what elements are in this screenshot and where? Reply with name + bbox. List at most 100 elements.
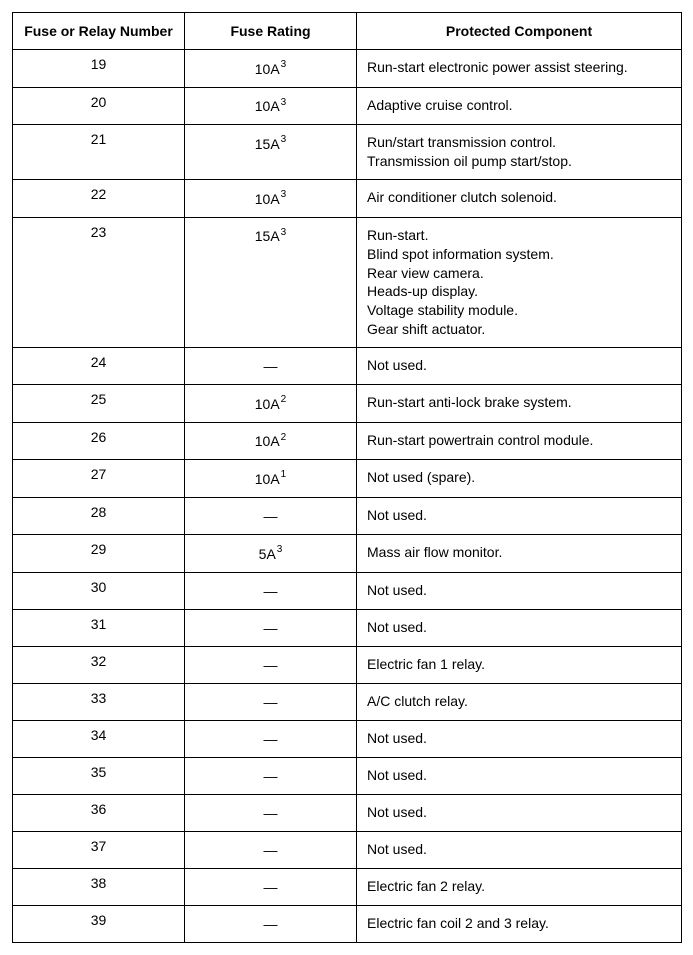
table-row: 2115A3Run/start transmission control.Tra… (13, 125, 682, 180)
rating-value: — (264, 508, 278, 524)
rating-value: — (264, 842, 278, 858)
component-line: Electric fan 1 relay. (367, 655, 671, 674)
table-row: 35—Not used. (13, 757, 682, 794)
rating-value: 15A (255, 136, 280, 152)
component-line: Mass air flow monitor. (367, 543, 671, 562)
cell-protected-component: Adaptive cruise control. (357, 87, 682, 125)
rating-value: 10A (255, 396, 280, 412)
component-line: Not used. (367, 803, 671, 822)
column-header-component: Protected Component (357, 13, 682, 50)
cell-protected-component: Run/start transmission control.Transmiss… (357, 125, 682, 180)
cell-protected-component: Air conditioner clutch solenoid. (357, 180, 682, 218)
rating-value: — (264, 620, 278, 636)
rating-value: — (264, 916, 278, 932)
cell-fuse-rating: — (185, 831, 357, 868)
component-line: Air conditioner clutch solenoid. (367, 188, 671, 207)
column-header-rating: Fuse Rating (185, 13, 357, 50)
cell-fuse-rating: 10A2 (185, 385, 357, 423)
cell-fuse-number: 37 (13, 831, 185, 868)
cell-protected-component: Not used. (357, 757, 682, 794)
cell-fuse-number: 28 (13, 498, 185, 535)
rating-superscript: 3 (281, 59, 287, 70)
rating-value: — (264, 694, 278, 710)
rating-superscript: 3 (281, 189, 287, 200)
table-row: 22 10A3 Air conditioner clutch solenoid. (13, 180, 682, 218)
component-line: Transmission oil pump start/stop. (367, 152, 671, 171)
cell-protected-component: Run-start powertrain control module. (357, 422, 682, 460)
table-body: 1910A3Run-start electronic power assist … (13, 50, 682, 943)
component-line: Not used. (367, 729, 671, 748)
rating-value: — (264, 805, 278, 821)
rating-value: — (264, 879, 278, 895)
component-line: A/C clutch relay. (367, 692, 671, 711)
table-row: 36 — Not used. (13, 794, 682, 831)
component-line: Gear shift actuator. (367, 320, 671, 339)
cell-fuse-rating: 10A3 (185, 87, 357, 125)
cell-fuse-number: 26 (13, 422, 185, 460)
cell-fuse-rating: — (185, 683, 357, 720)
table-row: 2610A2 Run-start powertrain control modul… (13, 422, 682, 460)
component-line: Not used. (367, 581, 671, 600)
component-line: Not used. (367, 506, 671, 525)
cell-protected-component: Not used. (357, 720, 682, 757)
table-row: 33 — A/C clutch relay. (13, 683, 682, 720)
cell-protected-component: Run-start electronic power assist steeri… (357, 50, 682, 88)
component-line: Not used. (367, 840, 671, 859)
component-line: Not used. (367, 356, 671, 375)
rating-value: 10A (255, 471, 280, 487)
rating-value: 15A (255, 228, 280, 244)
cell-protected-component: Not used. (357, 348, 682, 385)
cell-fuse-number: 30 (13, 572, 185, 609)
table-row: 34—Not used. (13, 720, 682, 757)
component-line: Run/start transmission control. (367, 133, 671, 152)
component-line: Run-start electronic power assist steeri… (367, 58, 671, 77)
rating-value: — (264, 583, 278, 599)
table-row: 2010A3Adaptive cruise control. (13, 87, 682, 125)
component-line: Run-start. (367, 226, 671, 245)
cell-fuse-number: 33 (13, 683, 185, 720)
cell-fuse-rating: 5A3 (185, 535, 357, 573)
cell-fuse-rating: 15A3 (185, 125, 357, 180)
cell-protected-component: Electric fan 1 relay. (357, 646, 682, 683)
component-line: Rear view camera. (367, 264, 671, 283)
cell-fuse-rating: — (185, 609, 357, 646)
cell-fuse-number: 36 (13, 794, 185, 831)
table-row: 295A3Mass air flow monitor. (13, 535, 682, 573)
cell-fuse-number: 27 (13, 460, 185, 498)
table-row: 39—Electric fan coil 2 and 3 relay. (13, 905, 682, 942)
table-row: 32—Electric fan 1 relay. (13, 646, 682, 683)
rating-superscript: 3 (281, 134, 287, 145)
cell-protected-component: Electric fan 2 relay. (357, 868, 682, 905)
component-line: Blind spot information system. (367, 245, 671, 264)
cell-protected-component: Run-start anti-lock brake system. (357, 385, 682, 423)
cell-fuse-number: 39 (13, 905, 185, 942)
cell-fuse-rating: — (185, 572, 357, 609)
cell-protected-component: Not used. (357, 794, 682, 831)
component-line: Not used (spare). (367, 468, 671, 487)
component-line: Run-start powertrain control module. (367, 431, 671, 450)
cell-fuse-rating: 10A2 (185, 422, 357, 460)
cell-fuse-number: 23 (13, 217, 185, 347)
cell-fuse-number: 20 (13, 87, 185, 125)
table-row: 30 — Not used. (13, 572, 682, 609)
column-header-number: Fuse or Relay Number (13, 13, 185, 50)
table-row: 24—Not used. (13, 348, 682, 385)
component-line: Not used. (367, 618, 671, 637)
cell-fuse-number: 22 (13, 180, 185, 218)
component-line: Electric fan 2 relay. (367, 877, 671, 896)
cell-protected-component: Not used. (357, 831, 682, 868)
cell-fuse-rating: — (185, 646, 357, 683)
table-row: 1910A3Run-start electronic power assist … (13, 50, 682, 88)
cell-protected-component: Mass air flow monitor. (357, 535, 682, 573)
cell-protected-component: Not used. (357, 572, 682, 609)
cell-fuse-rating: 10A1 (185, 460, 357, 498)
rating-value: — (264, 768, 278, 784)
cell-fuse-number: 25 (13, 385, 185, 423)
cell-protected-component: Not used. (357, 498, 682, 535)
cell-fuse-rating: — (185, 348, 357, 385)
rating-value: — (264, 358, 278, 374)
rating-superscript: 1 (281, 469, 287, 480)
cell-fuse-rating: — (185, 720, 357, 757)
component-line: Heads-up display. (367, 282, 671, 301)
rating-value: 10A (255, 191, 280, 207)
